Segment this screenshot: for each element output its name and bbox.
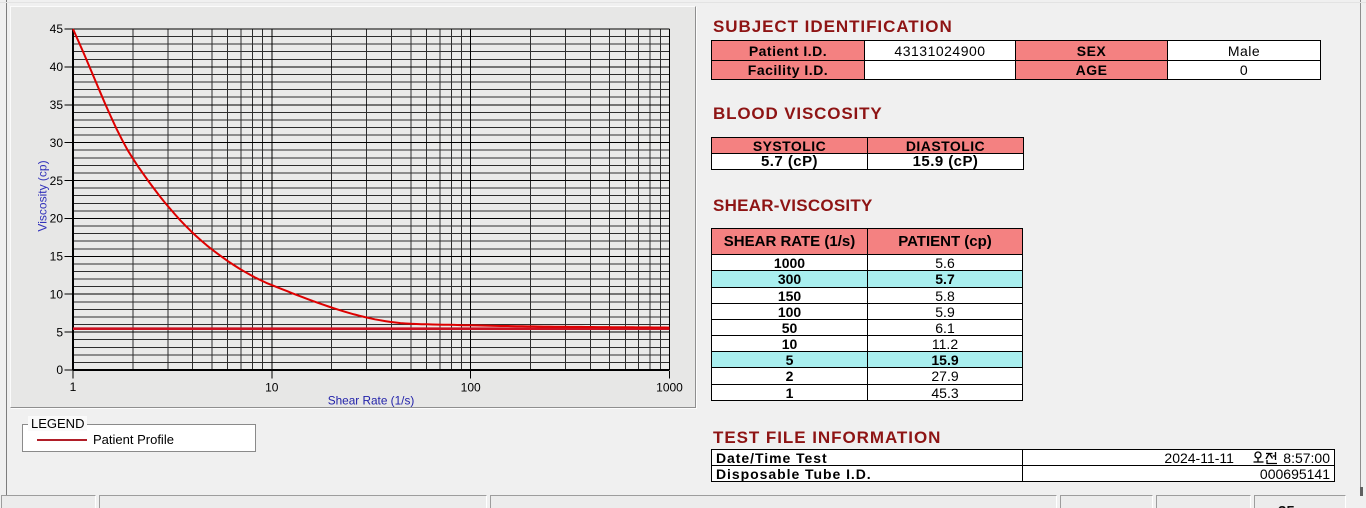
svg-text:0: 0	[56, 363, 63, 377]
svg-text:20: 20	[50, 212, 64, 226]
svg-text:Shear Rate (1/s): Shear Rate (1/s)	[328, 394, 415, 408]
svg-text:1: 1	[70, 380, 77, 394]
svg-text:45: 45	[50, 22, 64, 36]
svg-text:40: 40	[50, 60, 64, 74]
svg-text:5: 5	[56, 325, 63, 339]
svg-text:100: 100	[461, 381, 481, 395]
svg-text:10: 10	[50, 287, 64, 301]
svg-text:10: 10	[265, 381, 279, 395]
svg-text:25: 25	[50, 174, 64, 188]
svg-text:Viscosity (cp): Viscosity (cp)	[36, 160, 50, 231]
svg-text:15: 15	[50, 250, 64, 264]
svg-text:30: 30	[50, 136, 64, 150]
svg-text:1000: 1000	[656, 381, 683, 395]
svg-text:35: 35	[50, 98, 64, 112]
